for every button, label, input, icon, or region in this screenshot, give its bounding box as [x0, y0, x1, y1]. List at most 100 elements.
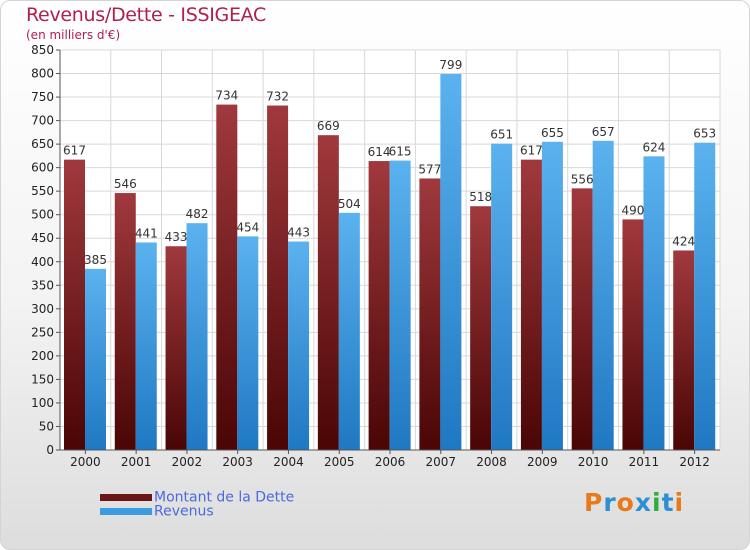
bar-dette [317, 135, 339, 451]
y-tick-label: 250 [31, 325, 54, 339]
y-tick-label: 600 [31, 161, 54, 175]
logo-letter: i [674, 488, 685, 517]
y-tick-label: 50 [39, 419, 54, 433]
data-label-revenus: 653 [693, 127, 716, 141]
data-label-dette: 424 [672, 234, 695, 248]
x-tick-label: 2001 [121, 455, 152, 469]
x-tick-label: 2010 [578, 455, 609, 469]
x-tick-label: 2004 [273, 455, 304, 469]
bar-revenus [338, 212, 360, 450]
bar-dette [520, 159, 542, 450]
legend-label-revenus: Revenus [154, 503, 214, 520]
bar-revenus [541, 141, 563, 450]
x-tick-label: 2000 [70, 455, 101, 469]
x-tick-label: 2012 [679, 455, 710, 469]
y-tick-label: 700 [31, 114, 54, 128]
bar-dette [216, 104, 238, 451]
bar-dette [673, 250, 695, 450]
x-tick-label: 2009 [527, 455, 558, 469]
y-tick-label: 350 [31, 278, 54, 292]
bar-revenus [288, 241, 310, 450]
bar-revenus [186, 223, 208, 450]
y-tick-label: 150 [31, 372, 54, 386]
proxiti-logo: Proxiti [584, 488, 684, 517]
chart-title: Revenus/Dette - ISSIGEAC [26, 4, 266, 26]
data-label-dette: 734 [215, 89, 238, 103]
y-tick-label: 100 [31, 396, 54, 410]
data-label-revenus: 482 [186, 207, 209, 221]
y-tick-label: 400 [31, 255, 54, 269]
y-tick-label: 500 [31, 208, 54, 222]
bar-dette [470, 206, 492, 450]
logo-letter: o [616, 488, 635, 517]
x-tick-label: 2008 [476, 455, 507, 469]
y-tick-label: 0 [46, 443, 54, 457]
x-tick-label: 2005 [324, 455, 355, 469]
logo-letter: P [584, 488, 604, 517]
bar-dette [114, 193, 136, 450]
bar-dette [165, 246, 187, 450]
x-tick-label: 2003 [222, 455, 253, 469]
legend-swatch-revenus [100, 508, 152, 515]
data-label-revenus: 443 [287, 226, 310, 240]
data-label-dette: 577 [418, 162, 441, 176]
bar-revenus [440, 74, 462, 450]
x-tick-label: 2007 [425, 455, 456, 469]
y-tick-label: 750 [31, 90, 54, 104]
logo-letter: t [661, 488, 675, 517]
bar-revenus [491, 143, 513, 450]
data-label-dette: 732 [266, 90, 289, 104]
y-tick-label: 850 [31, 43, 54, 57]
bar-dette [368, 161, 390, 450]
bar-revenus [85, 268, 106, 450]
bar-revenus [389, 160, 411, 450]
x-tick-label: 2006 [375, 455, 406, 469]
bar-revenus [237, 236, 259, 450]
data-label-revenus: 624 [643, 140, 666, 154]
data-label-dette: 617 [63, 144, 86, 158]
legend-item-dette: Montant de la Dette [100, 487, 294, 506]
x-tick-label: 2002 [172, 455, 203, 469]
bar-revenus [643, 156, 665, 450]
bar-dette [267, 105, 289, 450]
data-label-revenus: 615 [389, 145, 412, 159]
x-tick-label: 2011 [629, 455, 660, 469]
logo-letter: r [603, 488, 617, 517]
data-label-dette: 614 [368, 145, 391, 159]
bar-revenus [694, 142, 716, 451]
data-label-dette: 546 [114, 177, 137, 191]
data-label-revenus: 441 [135, 226, 158, 240]
chart-subtitle: (en milliers d'€) [26, 28, 121, 42]
bar-dette [571, 188, 593, 450]
bar-revenus [592, 140, 614, 450]
y-tick-label: 300 [31, 302, 54, 316]
y-tick-label: 550 [31, 184, 54, 198]
logo-letter: i [652, 488, 662, 517]
y-tick-label: 800 [31, 67, 54, 81]
data-label-revenus: 655 [541, 126, 564, 140]
bar-revenus [135, 242, 157, 450]
data-label-dette: 556 [571, 172, 594, 186]
legend-label-dette: Montant de la Dette [154, 489, 295, 506]
legend-swatch-dette [100, 494, 152, 501]
logo-letter: x [634, 488, 652, 517]
bar-dette [622, 219, 644, 450]
y-tick-label: 200 [31, 349, 54, 363]
legend-item-revenus: Revenus [100, 501, 214, 520]
bar-dette [419, 178, 441, 450]
data-label-revenus: 799 [439, 58, 462, 72]
data-label-dette: 669 [317, 119, 340, 133]
data-label-dette: 490 [622, 203, 645, 217]
y-tick-label: 450 [31, 231, 54, 245]
data-label-revenus: 504 [338, 197, 361, 211]
y-tick-label: 650 [31, 137, 54, 151]
data-label-revenus: 657 [592, 125, 615, 139]
data-label-dette: 617 [520, 144, 543, 158]
data-label-revenus: 651 [490, 128, 513, 142]
data-label-dette: 518 [469, 190, 492, 204]
data-label-revenus: 454 [236, 220, 259, 234]
data-label-revenus: 385 [84, 253, 107, 267]
bar-dette [64, 159, 85, 450]
data-label-dette: 433 [165, 230, 188, 244]
